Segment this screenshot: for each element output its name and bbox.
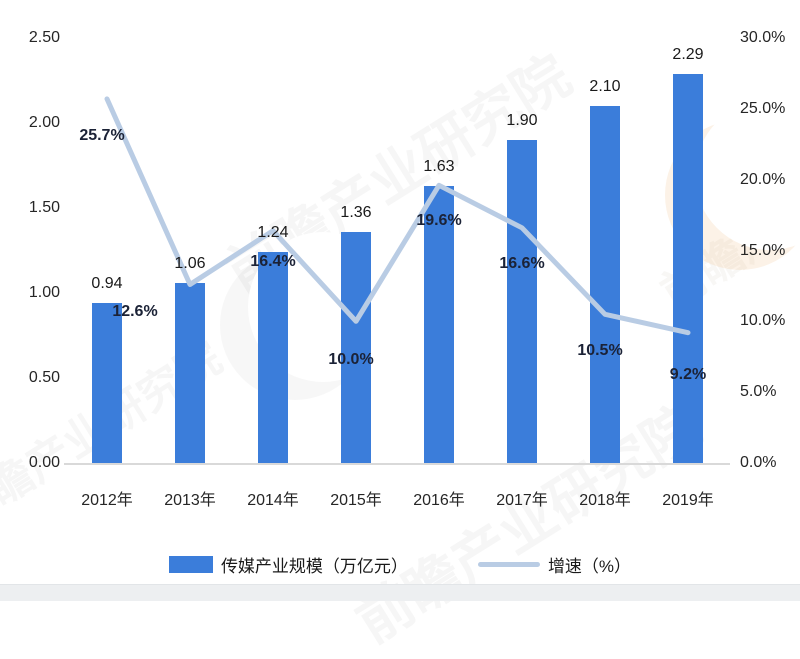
legend-item-bar[interactable]: 传媒产业规模（万亿元） (168, 552, 408, 577)
bar-2013年 (175, 282, 205, 463)
bar-value-label: 1.36 (340, 203, 372, 221)
bar-value-label: 1.24 (257, 224, 289, 242)
bar-value-label: 2.10 (589, 78, 621, 95)
bar-value-label: 1.90 (506, 112, 538, 129)
right-axis-tick: 15.0% (740, 241, 786, 259)
line-value-label: 16.6% (499, 254, 545, 272)
left-axis-tick: 0.50 (28, 369, 60, 386)
x-axis-label-2019年: 2019年 (662, 492, 714, 509)
left-axis-tick: 1.50 (28, 199, 60, 216)
legend-item-line[interactable]: 增速（%） (477, 552, 632, 577)
line-value-label: 19.6% (416, 212, 462, 230)
combo-chart: 前瞻产业研究院 前瞻产业研究院 前瞻产业研究院 前瞻产业研究院 2.502.00… (0, 29, 800, 601)
left-axis-tick: 2.50 (28, 29, 60, 46)
line-swatch-icon (477, 562, 540, 567)
bar-swatch-icon (168, 556, 213, 573)
right-axis-tick: 20.0% (740, 170, 786, 188)
line-value-label: 12.6% (112, 302, 158, 320)
bar-2019年 (673, 73, 703, 463)
bar-value-label: 1.63 (423, 157, 455, 175)
bar-2014年 (258, 252, 288, 463)
bar-2017年 (507, 140, 537, 463)
x-axis-label-2016年: 2016年 (413, 492, 465, 509)
legend-bar-label: 传媒产业规模（万亿元） (220, 557, 408, 576)
bar-2012年 (92, 303, 122, 463)
right-axis-tick: 30.0% (740, 29, 786, 46)
right-axis-tick: 25.0% (740, 99, 786, 117)
bar-value-label: 2.29 (672, 45, 704, 63)
left-axis-tick: 1.00 (28, 284, 60, 301)
line-value-label: 10.5% (577, 342, 623, 360)
line-value-label: 16.4% (250, 252, 296, 270)
left-axis-tick: 2.00 (28, 114, 60, 131)
x-axis-label-2018年: 2018年 (579, 492, 631, 509)
line-value-label: 9.2% (669, 365, 707, 383)
x-axis-label-2015年: 2015年 (330, 492, 382, 509)
x-axis-label-2012年: 2012年 (81, 492, 133, 509)
right-axis-tick: 10.0% (740, 312, 786, 330)
bar-value-label: 0.94 (91, 275, 123, 293)
right-axis-tick: 5.0% (740, 383, 777, 401)
bar-value-label: 1.06 (174, 254, 206, 272)
left-axis-tick: 0.00 (28, 454, 60, 471)
bottom-strip (0, 584, 800, 601)
watermark-text-right: 前瞻产业研究院 (652, 113, 800, 319)
right-axis-tick: 0.0% (740, 454, 777, 471)
x-axis-label-2013年: 2013年 (164, 492, 216, 509)
bar-2018年 (590, 106, 620, 463)
legend-line-label: 增速（%） (547, 557, 632, 576)
bar-2015年 (341, 231, 371, 463)
line-value-label: 25.7% (79, 126, 125, 144)
x-axis-label-2017年: 2017年 (496, 492, 548, 509)
legend: 传媒产业规模（万亿元） 增速（%） (0, 552, 800, 577)
line-value-label: 10.0% (328, 351, 374, 369)
x-axis-line (64, 463, 730, 465)
x-axis-label-2014年: 2014年 (247, 492, 299, 509)
